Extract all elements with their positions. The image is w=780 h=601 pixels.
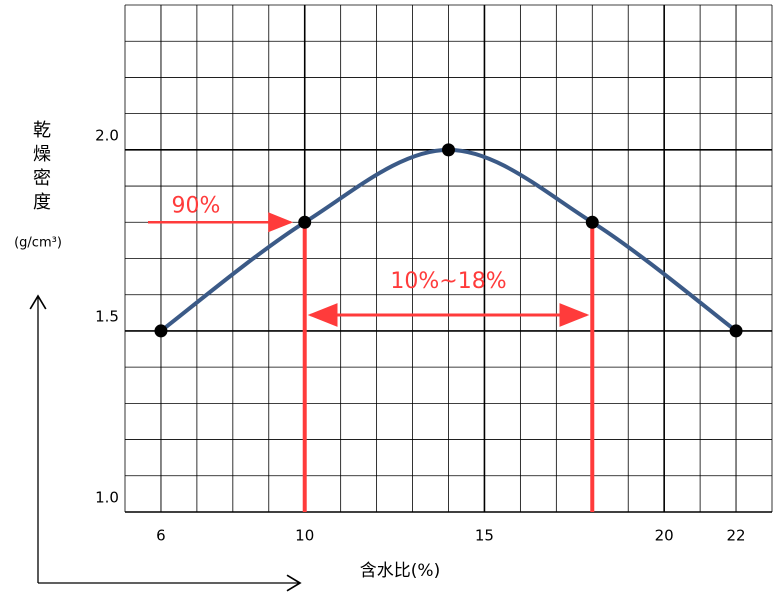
data-point [442, 143, 455, 157]
y-axis-unit: (g/cm³) [14, 236, 62, 251]
x-tick-label: 10 [295, 527, 314, 545]
annotation: 10%~18% [390, 269, 506, 294]
annotation: 90% [172, 193, 221, 218]
data-point [298, 215, 312, 229]
data-point [154, 324, 168, 338]
x-tick-label: 22 [727, 527, 746, 545]
x-tick-label: 20 [655, 527, 674, 545]
x-axis-label: 含水比(%) [360, 561, 440, 581]
y-tick-label: 2.0 [95, 126, 119, 144]
y-axis-label: 乾燥密度 [30, 120, 51, 216]
y-tick-label: 1.5 [95, 307, 119, 325]
x-tick-label: 6 [156, 527, 166, 545]
data-point [585, 215, 599, 229]
x-tick-label: 15 [475, 527, 494, 545]
y-tick-label: 1.0 [95, 489, 119, 507]
data-point [729, 324, 743, 338]
